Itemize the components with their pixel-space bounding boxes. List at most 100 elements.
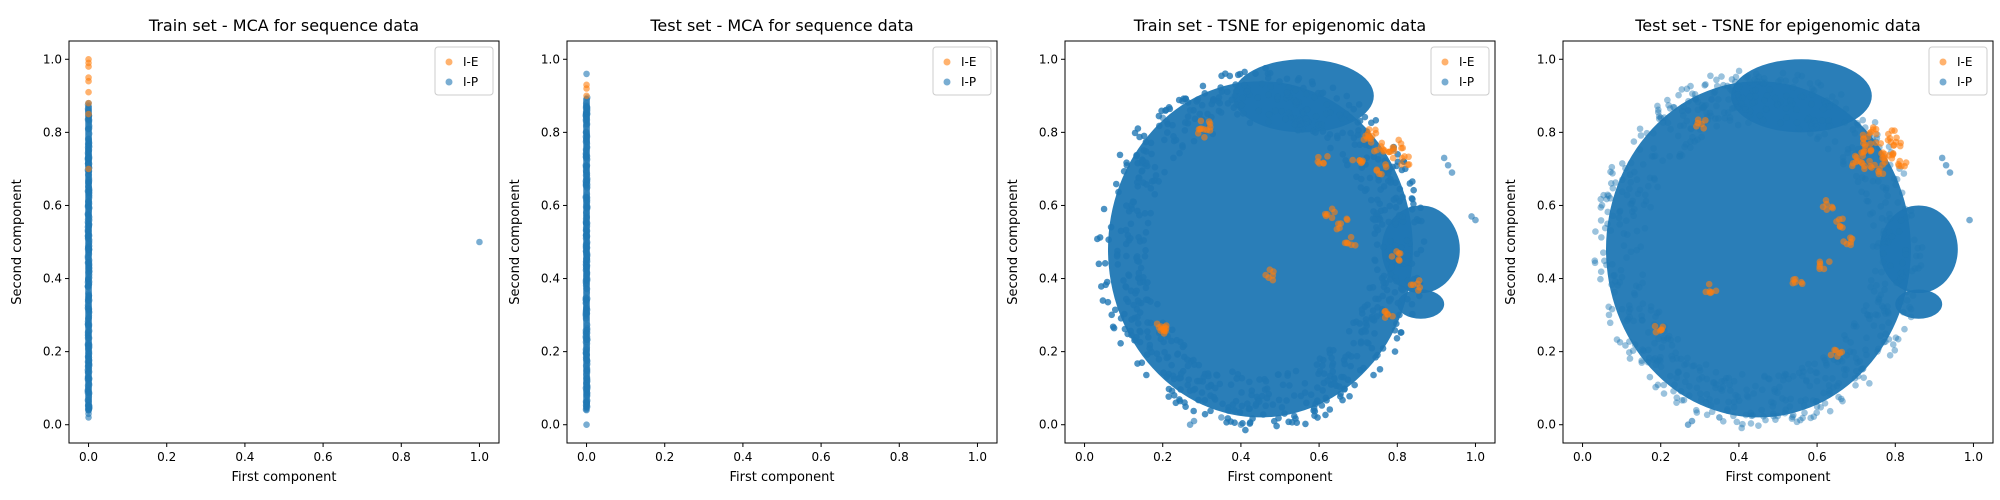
data-point-ip xyxy=(1606,319,1614,327)
ip-sub-cluster xyxy=(1895,289,1943,319)
data-point-ie xyxy=(1378,170,1385,178)
data-point-ip xyxy=(1850,322,1858,330)
data-point-ip xyxy=(1228,96,1236,104)
data-point-ip xyxy=(1313,361,1321,368)
data-point-ip xyxy=(1386,297,1393,305)
data-point-ip xyxy=(1803,378,1810,385)
data-point-ip xyxy=(1645,329,1652,336)
data-point-ip xyxy=(1794,71,1802,79)
data-point-ie xyxy=(1700,124,1707,132)
data-point-ip xyxy=(1302,420,1309,428)
data-point-ie xyxy=(1262,271,1269,279)
data-point-ip xyxy=(1357,339,1365,347)
data-point-ip xyxy=(1730,412,1737,420)
data-point-ip xyxy=(1725,374,1733,382)
data-point-ip xyxy=(1620,242,1628,249)
data-point-ip xyxy=(1713,122,1720,130)
data-point-ip xyxy=(84,334,92,342)
data-point-ip xyxy=(85,239,93,246)
data-point-ip xyxy=(1117,315,1125,322)
data-point-ip xyxy=(1884,192,1891,200)
data-point-ip xyxy=(1345,327,1353,335)
data-point-ip xyxy=(1812,398,1820,405)
data-point-ip xyxy=(1654,102,1661,110)
data-point-ip xyxy=(1886,161,1894,169)
data-point-ip xyxy=(1448,169,1456,176)
data-point-ip xyxy=(1841,332,1848,339)
data-point-ip xyxy=(1618,188,1626,195)
data-point-ip xyxy=(1879,258,1887,266)
data-point-ip xyxy=(1391,327,1399,334)
data-point-ip xyxy=(85,227,92,234)
data-point-ip xyxy=(1630,212,1637,220)
data-point-ip xyxy=(1664,119,1672,127)
data-point-ip xyxy=(1297,392,1305,400)
data-point-ip xyxy=(1853,172,1860,180)
data-point-ip xyxy=(1744,393,1752,401)
data-point-ie xyxy=(1347,233,1355,241)
y-tick-label: 1.0 xyxy=(1039,52,1058,66)
data-point-ip xyxy=(1122,283,1130,291)
data-point-ip xyxy=(1165,385,1173,393)
data-point-ip xyxy=(1350,319,1357,327)
data-point-ip xyxy=(1151,190,1159,198)
ip-sub-cluster xyxy=(1731,59,1872,133)
plot-area xyxy=(1094,59,1479,434)
data-point-ip xyxy=(1396,198,1403,205)
data-point-ip xyxy=(1147,139,1155,147)
data-point-ip xyxy=(1810,117,1818,125)
data-point-ip xyxy=(1143,371,1150,379)
data-point-ip xyxy=(1651,339,1658,347)
data-point-ip xyxy=(1263,385,1271,392)
data-point-ip xyxy=(1120,277,1127,284)
data-point-ie xyxy=(1382,161,1389,168)
data-point-ip xyxy=(1946,169,1954,176)
data-point-ip xyxy=(1256,376,1263,383)
data-point-ip xyxy=(1336,383,1343,390)
data-point-ip xyxy=(1350,339,1357,347)
data-point-ip xyxy=(1117,227,1125,235)
data-point-ip xyxy=(583,380,590,387)
data-point-ip xyxy=(84,321,92,329)
data-point-ip xyxy=(85,374,93,382)
data-point-ip xyxy=(1735,103,1743,110)
data-point-ip xyxy=(1622,342,1629,349)
data-point-ip xyxy=(1864,312,1872,319)
data-point-ip xyxy=(1347,362,1354,370)
data-point-ip xyxy=(1143,181,1150,188)
data-point-ip xyxy=(1303,399,1310,407)
data-point-ip xyxy=(1314,414,1321,421)
data-point-ip xyxy=(1318,402,1326,409)
data-point-ip xyxy=(1351,381,1358,389)
data-point-ip xyxy=(1666,152,1674,160)
data-point-ip xyxy=(1825,382,1833,389)
data-point-ip xyxy=(1097,283,1105,290)
data-point-ip xyxy=(1218,414,1225,421)
data-point-ip xyxy=(1652,361,1660,369)
data-point-ie xyxy=(1895,160,1902,168)
data-point-ip xyxy=(1179,143,1186,151)
data-point-ip xyxy=(1387,271,1394,278)
data-point-ip xyxy=(1625,308,1633,316)
data-point-ip xyxy=(1942,161,1950,169)
data-point-ip xyxy=(1128,316,1135,323)
data-point-ip xyxy=(1694,106,1702,114)
data-point-ip xyxy=(1279,381,1287,389)
data-point-ip xyxy=(1800,402,1808,409)
data-point-ip xyxy=(1351,141,1359,148)
data-point-ie xyxy=(1816,260,1824,268)
data-point-ip xyxy=(1618,273,1626,281)
data-point-ip xyxy=(1319,387,1326,394)
data-point-ip xyxy=(1655,106,1662,114)
data-point-ip xyxy=(1372,117,1380,124)
data-point-ip xyxy=(1232,81,1239,88)
y-tick-label: 0.0 xyxy=(43,418,62,432)
data-point-ip xyxy=(1789,411,1797,419)
data-point-ip xyxy=(1238,389,1245,396)
data-point-ip xyxy=(1741,103,1749,111)
legend-label: I-E xyxy=(961,55,976,69)
data-point-ip xyxy=(1713,76,1720,84)
data-point-ip xyxy=(1859,174,1866,181)
data-point-ip xyxy=(1852,323,1860,330)
data-point-ip xyxy=(1819,105,1827,113)
